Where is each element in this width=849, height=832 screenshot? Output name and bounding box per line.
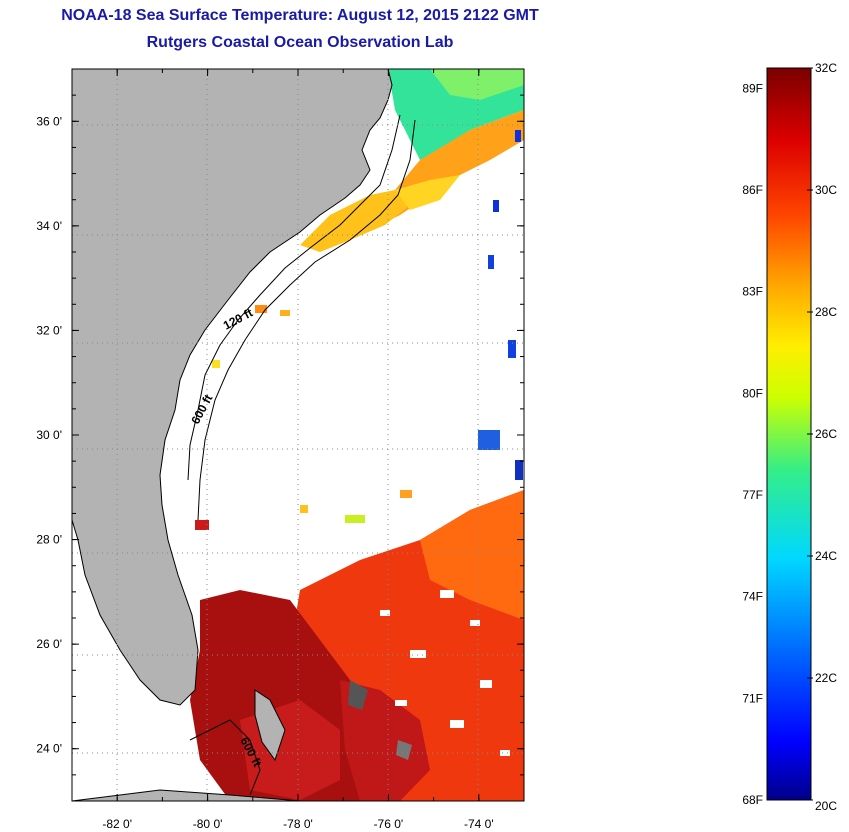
lon-tick-label: -82 0' [102, 817, 132, 831]
longitude-axis: -82 0' -80 0' -78 0' -76 0' -74 0' [71, 69, 525, 831]
map-title: NOAA-18 Sea Surface Temperature: August … [61, 7, 539, 24]
land-mass [72, 69, 393, 706]
colorbar-fahrenheit-label: 77F [742, 488, 763, 502]
colorbar-gradient [766, 67, 812, 801]
lon-tick-label: -80 0' [193, 817, 223, 831]
andros-island [254, 689, 286, 762]
contour-600ft [197, 119, 416, 521]
colorbar-fahrenheit-label: 74F [742, 590, 763, 604]
cuba-coast [72, 789, 301, 801]
lat-tick-label: 36 0' [36, 114, 62, 128]
lat-tick-label: 30 0' [36, 428, 62, 442]
graticule [72, 69, 524, 801]
map-subtitle: Rutgers Coastal Ocean Observation Lab [146, 34, 454, 51]
bahamas-island [348, 680, 368, 710]
bahamas-island-2 [396, 740, 412, 760]
lon-tick-label: -78 0' [283, 817, 313, 831]
lat-tick-label: 34 0' [36, 219, 62, 233]
latitude-axis: 36 0' 34 0' 32 0' 30 0' 28 0' 26 0' 24 0' [36, 68, 524, 802]
colorbar-fahrenheit-label: 86F [742, 183, 763, 197]
colorbar-celsius-label: 24C [815, 549, 837, 563]
colorbar-fahrenheit-label: 80F [742, 386, 763, 400]
colorbar-celsius-label: 26C [815, 427, 837, 441]
colorbar-celsius-label: 32C [815, 61, 837, 75]
lat-tick-label: 26 0' [36, 637, 62, 651]
colorbar-fahrenheit-label: 89F [742, 81, 763, 95]
colorbar-celsius-label: 28C [815, 305, 837, 319]
contour-120ft [187, 114, 401, 481]
lon-tick-label: -76 0' [374, 817, 404, 831]
lat-tick-label: 28 0' [36, 533, 62, 547]
colorbar-celsius-label: 22C [815, 671, 837, 685]
colorbar: 32C 30C 28C 26C 24C 22C 20C 89F 86F 83F 80F 77F 74F 7… [742, 61, 837, 813]
colorbar-fahrenheit-label: 83F [742, 285, 763, 299]
colorbar-fahrenheit-label: 68F [742, 793, 763, 807]
lat-tick-label: 24 0' [36, 742, 62, 756]
contour-600ft-south [189, 719, 261, 796]
lat-tick-label: 32 0' [36, 323, 62, 337]
lon-tick-label: -74 0' [464, 817, 494, 831]
colorbar-fahrenheit-label: 71F [742, 691, 763, 705]
colorbar-celsius-label: 30C [815, 183, 837, 197]
sst-overlay [190, 69, 524, 801]
colorbar-celsius-label: 20C [815, 799, 837, 813]
